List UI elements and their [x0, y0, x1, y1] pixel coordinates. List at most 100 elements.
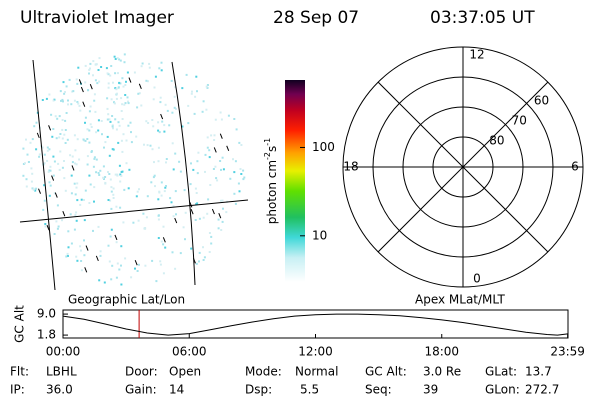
- pixel: [25, 138, 27, 141]
- pixel: [187, 122, 190, 125]
- pixel: [58, 136, 61, 139]
- pixel: [29, 141, 32, 144]
- dash: [219, 133, 223, 139]
- pixel: [109, 235, 112, 238]
- pixel: [110, 98, 113, 101]
- field-label: GC Alt:: [365, 365, 407, 379]
- pixel: [225, 211, 228, 214]
- pixel: [145, 79, 148, 82]
- pixel: [184, 238, 186, 241]
- pixel: [76, 138, 79, 141]
- pixel: [75, 219, 78, 222]
- pixel: [194, 219, 197, 221]
- pixel: [63, 92, 66, 95]
- pixel: [115, 128, 118, 131]
- pixel: [217, 227, 220, 230]
- pixel: [204, 170, 206, 173]
- pixel: [158, 67, 161, 70]
- pixel: [214, 165, 217, 168]
- pixel: [26, 153, 29, 156]
- pixel: [53, 160, 56, 163]
- pixel: [51, 135, 54, 138]
- pixel: [160, 69, 163, 72]
- pixel: [89, 62, 92, 65]
- pixel: [88, 202, 91, 204]
- pixel: [190, 247, 193, 250]
- pixel: [97, 172, 100, 174]
- pixel: [130, 131, 132, 134]
- pixel: [160, 240, 163, 243]
- pixel: [61, 219, 63, 222]
- field-value: 13.7: [525, 365, 552, 379]
- pixel: [147, 80, 149, 83]
- pixel: [238, 190, 241, 193]
- pixel: [119, 59, 122, 62]
- pixel: [159, 96, 162, 99]
- panel-label: Geographic Lat/Lon: [68, 293, 185, 307]
- pixel: [95, 171, 98, 174]
- pixel: [159, 263, 162, 266]
- field-value: 39: [423, 383, 438, 397]
- pixel: [144, 264, 147, 267]
- time: 03:37:05 UT: [430, 8, 535, 28]
- pixel: [127, 124, 130, 127]
- pixel: [75, 78, 78, 81]
- pixel: [64, 142, 67, 144]
- pixel: [210, 235, 213, 238]
- pixel: [62, 100, 64, 103]
- pixel: [75, 186, 78, 189]
- pixel: [220, 118, 223, 121]
- pixel: [113, 101, 115, 104]
- pixel: [171, 142, 174, 145]
- pixel: [92, 74, 94, 77]
- pixel: [47, 170, 50, 173]
- lat-label: 60: [534, 93, 549, 107]
- pixel: [117, 72, 119, 75]
- pixel: [63, 133, 66, 136]
- pixel: [110, 65, 113, 67]
- pixel: [240, 144, 243, 146]
- pixel: [61, 98, 64, 101]
- pixel: [109, 199, 112, 202]
- pixel: [93, 99, 96, 102]
- title: Ultraviolet Imager: [20, 8, 174, 28]
- pixel: [193, 112, 196, 115]
- pixel: [173, 106, 176, 109]
- pixel: [213, 139, 216, 141]
- pixel: [30, 180, 33, 183]
- pixel: [116, 57, 119, 60]
- pixel: [120, 174, 123, 177]
- pixel: [191, 90, 193, 93]
- pixel: [155, 280, 158, 283]
- pixel: [90, 126, 93, 128]
- pixel: [38, 155, 41, 158]
- pixel: [130, 141, 133, 144]
- pixel: [80, 260, 83, 262]
- pixel: [109, 120, 112, 123]
- dash: [226, 145, 230, 152]
- pixel: [118, 81, 121, 84]
- pixel: [172, 205, 175, 208]
- dash: [128, 77, 132, 83]
- pixel: [52, 128, 55, 130]
- pixel: [164, 103, 167, 106]
- pixel: [65, 112, 68, 114]
- pixel: [127, 187, 130, 190]
- pixel: [149, 144, 152, 147]
- pixel: [43, 199, 46, 202]
- field-label: Flt:: [10, 365, 29, 379]
- dash: [62, 211, 66, 217]
- pixel: [49, 184, 52, 187]
- dash: [46, 224, 50, 231]
- pixel: [220, 229, 223, 231]
- pixel: [165, 161, 167, 164]
- pixel: [160, 61, 163, 64]
- pixel: [235, 128, 238, 131]
- pixel: [31, 187, 34, 190]
- pixel: [57, 162, 60, 165]
- lon-line: [32, 59, 56, 291]
- pixel: [198, 260, 200, 263]
- pixel: [110, 207, 113, 210]
- colorbar: [285, 80, 305, 282]
- pixel: [111, 148, 114, 151]
